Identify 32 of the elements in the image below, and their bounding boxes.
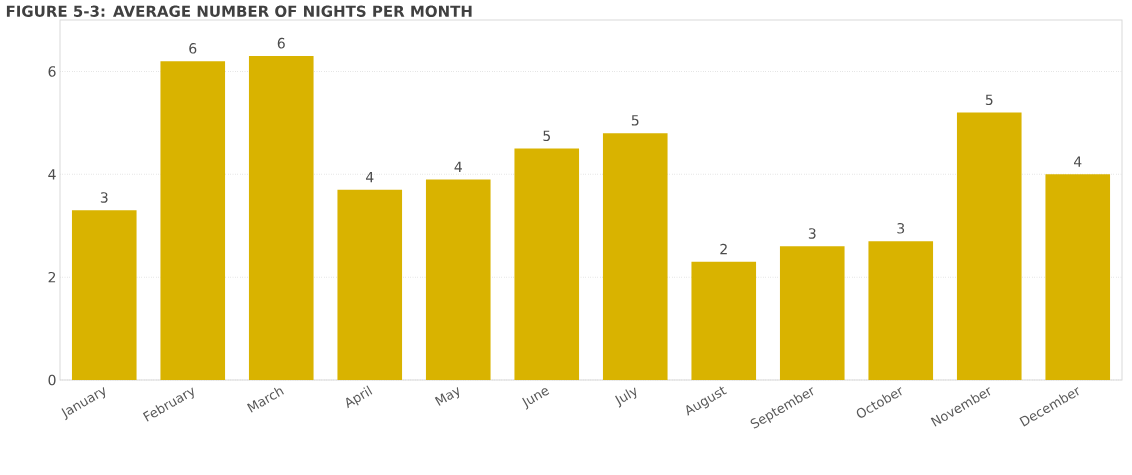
y-tick-label: 6 [48, 66, 56, 77]
y-tick-label: 0 [48, 374, 56, 386]
bar [956, 112, 1022, 380]
bar [248, 56, 314, 380]
bar [779, 246, 845, 380]
bar [1045, 174, 1111, 380]
bar [71, 210, 137, 380]
data-label: 3 [100, 192, 108, 203]
bar [691, 261, 757, 380]
y-tick-label: 2 [48, 271, 56, 283]
x-tick-label: July [615, 387, 637, 408]
y-tick-label: 4 [48, 169, 56, 180]
data-label: 5 [631, 115, 639, 126]
data-label: 4 [454, 161, 462, 172]
bar [337, 189, 403, 380]
data-label: 5 [543, 130, 550, 142]
data-label: 3 [897, 223, 905, 234]
bar [425, 179, 491, 380]
chart-title: FIGURE 5-3: AVERAGE NUMBER OF NIGHTS PER MONTH [6, 5, 472, 17]
data-label: 4 [365, 171, 374, 183]
data-label: 6 [277, 37, 285, 49]
data-label: 5 [985, 94, 993, 106]
data-label: 2 [720, 243, 727, 255]
bar [868, 241, 934, 380]
bar [160, 61, 226, 380]
bar [602, 133, 668, 380]
bar [514, 148, 580, 380]
x-tick-label: June [522, 388, 550, 410]
data-label: 3 [808, 228, 816, 239]
x-tick-label: May [434, 387, 460, 406]
data-label: 4 [1073, 156, 1082, 167]
data-label: 6 [189, 43, 197, 54]
